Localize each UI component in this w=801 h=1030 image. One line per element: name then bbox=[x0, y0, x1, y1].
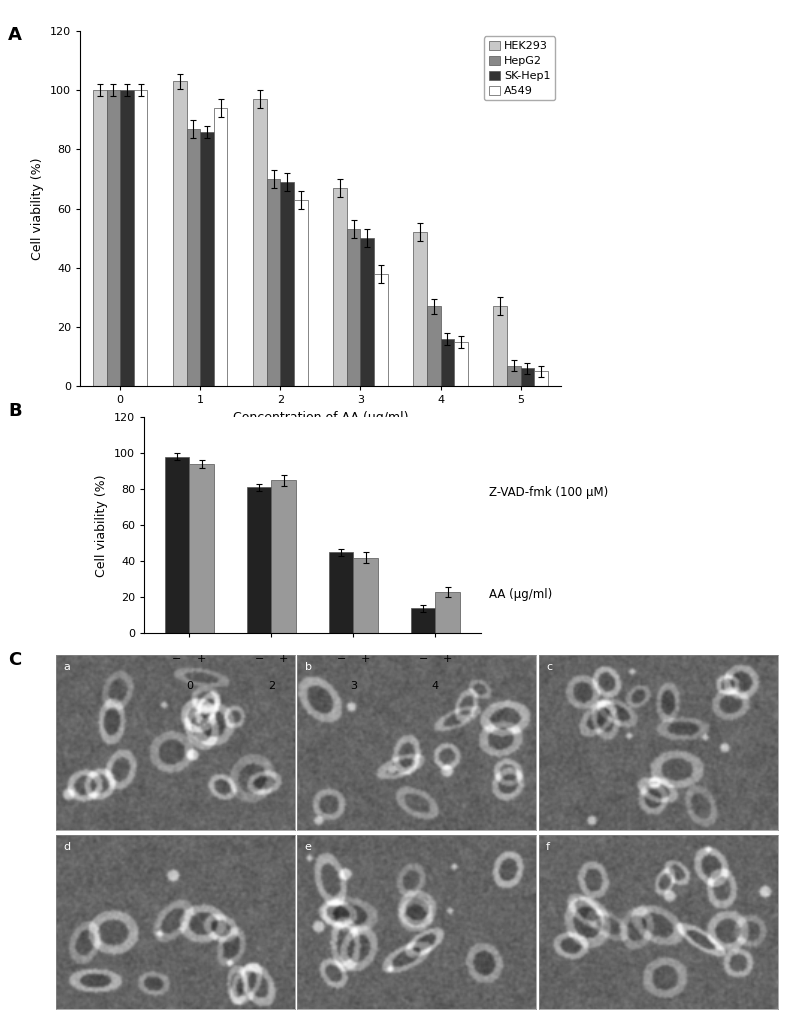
Text: 3: 3 bbox=[350, 681, 357, 691]
Bar bbox=[328, 552, 353, 633]
Bar bbox=[413, 233, 427, 386]
Text: B: B bbox=[8, 402, 22, 419]
Text: −: − bbox=[418, 654, 428, 664]
Bar bbox=[360, 238, 374, 386]
Text: +: + bbox=[197, 654, 207, 664]
Bar bbox=[441, 339, 454, 386]
Bar bbox=[294, 200, 308, 386]
Bar bbox=[454, 342, 468, 386]
Bar bbox=[187, 129, 200, 386]
Bar bbox=[214, 108, 227, 386]
Bar bbox=[353, 558, 378, 633]
Text: +: + bbox=[361, 654, 370, 664]
Text: AA (μg/ml): AA (μg/ml) bbox=[489, 588, 552, 602]
Bar bbox=[93, 91, 107, 386]
Bar bbox=[534, 372, 548, 386]
Bar bbox=[521, 369, 534, 386]
Bar bbox=[107, 91, 120, 386]
Bar bbox=[272, 480, 296, 633]
Bar bbox=[507, 366, 521, 386]
Text: c: c bbox=[546, 662, 552, 672]
Text: +: + bbox=[279, 654, 288, 664]
Bar bbox=[347, 230, 360, 386]
Bar bbox=[120, 91, 134, 386]
Bar bbox=[427, 306, 441, 386]
Text: b: b bbox=[304, 662, 312, 672]
Bar bbox=[247, 487, 272, 633]
Bar bbox=[173, 81, 187, 386]
Text: f: f bbox=[546, 842, 550, 852]
Bar bbox=[374, 274, 388, 386]
Text: −: − bbox=[172, 654, 182, 664]
Bar bbox=[253, 99, 267, 386]
X-axis label: Concentration of AA (μg/ml): Concentration of AA (μg/ml) bbox=[232, 411, 409, 423]
Text: A: A bbox=[8, 26, 22, 43]
Bar bbox=[493, 306, 507, 386]
Bar bbox=[333, 187, 347, 386]
Text: a: a bbox=[63, 662, 70, 672]
Legend: HEK293, HepG2, SK-Hep1, A549: HEK293, HepG2, SK-Hep1, A549 bbox=[484, 36, 555, 101]
Bar bbox=[189, 464, 214, 633]
Text: 2: 2 bbox=[268, 681, 275, 691]
Bar bbox=[411, 608, 436, 633]
Bar bbox=[280, 182, 294, 386]
Bar bbox=[165, 457, 189, 633]
Text: −: − bbox=[255, 654, 264, 664]
Text: C: C bbox=[8, 651, 22, 668]
Text: e: e bbox=[304, 842, 312, 852]
Text: Z-VAD-fmk (100 μM): Z-VAD-fmk (100 μM) bbox=[489, 486, 608, 500]
Bar bbox=[200, 132, 214, 386]
Text: 4: 4 bbox=[432, 681, 439, 691]
Text: d: d bbox=[63, 842, 70, 852]
Text: 0: 0 bbox=[186, 681, 193, 691]
Bar bbox=[267, 179, 280, 386]
Bar bbox=[436, 592, 460, 633]
Text: +: + bbox=[443, 654, 453, 664]
Y-axis label: Cell viability (%): Cell viability (%) bbox=[95, 474, 108, 577]
Y-axis label: Cell viability (%): Cell viability (%) bbox=[31, 158, 44, 260]
Bar bbox=[134, 91, 147, 386]
Text: −: − bbox=[336, 654, 346, 664]
